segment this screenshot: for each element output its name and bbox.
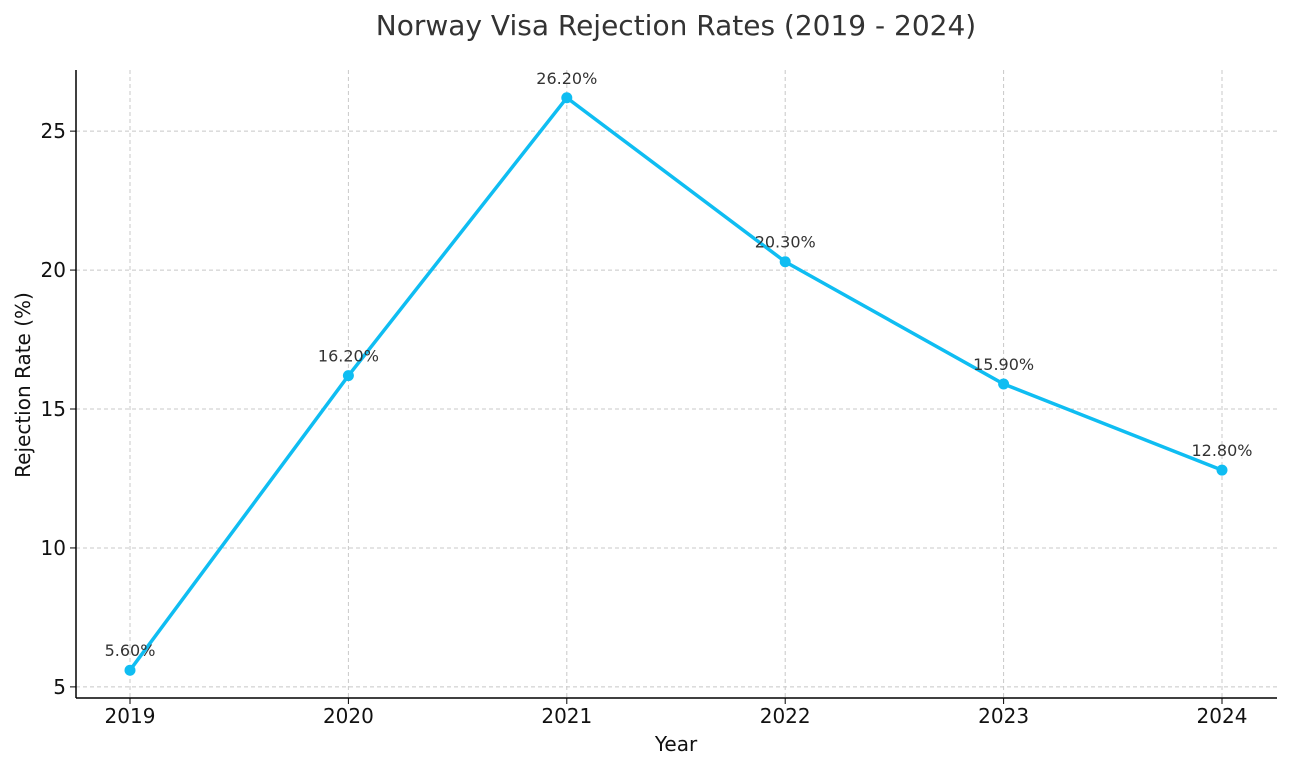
y-tick-label: 15	[41, 397, 66, 421]
data-point	[998, 378, 1010, 390]
x-tick-label: 2023	[978, 704, 1029, 728]
x-tick-label: 2024	[1197, 704, 1248, 728]
data-label: 15.90%	[973, 355, 1034, 374]
data-point	[124, 664, 136, 676]
data-label: 16.20%	[318, 347, 379, 366]
data-point	[342, 370, 354, 382]
axes	[70, 70, 1277, 704]
y-tick-label: 20	[41, 258, 66, 282]
tick-labels: 2019 2020 2021 2022 2023 2024 5 10 15 20 25	[41, 119, 1248, 728]
x-tick-label: 2020	[323, 704, 374, 728]
data-labels: 5.60% 16.20% 26.20% 20.30% 15.90% 12.80%	[105, 69, 1253, 660]
data-point	[779, 256, 791, 268]
y-tick-label: 5	[53, 675, 66, 699]
chart-title: Norway Visa Rejection Rates (2019 - 2024…	[376, 9, 976, 42]
y-tick-label: 10	[41, 536, 66, 560]
series-line-layer	[124, 92, 1228, 676]
data-label: 20.30%	[755, 233, 816, 252]
x-axis-label: Year	[654, 732, 698, 756]
data-point	[561, 92, 573, 104]
x-tick-label: 2022	[760, 704, 811, 728]
data-point	[1216, 464, 1228, 476]
x-tick-label: 2019	[105, 704, 156, 728]
data-label: 26.20%	[536, 69, 597, 88]
data-label: 12.80%	[1191, 441, 1252, 460]
x-tick-label: 2021	[541, 704, 592, 728]
series-line	[128, 96, 1224, 672]
y-axis-label: Rejection Rate (%)	[11, 292, 35, 478]
y-tick-label: 25	[41, 119, 66, 143]
grid-lines	[76, 70, 1277, 698]
data-label: 5.60%	[105, 641, 156, 660]
